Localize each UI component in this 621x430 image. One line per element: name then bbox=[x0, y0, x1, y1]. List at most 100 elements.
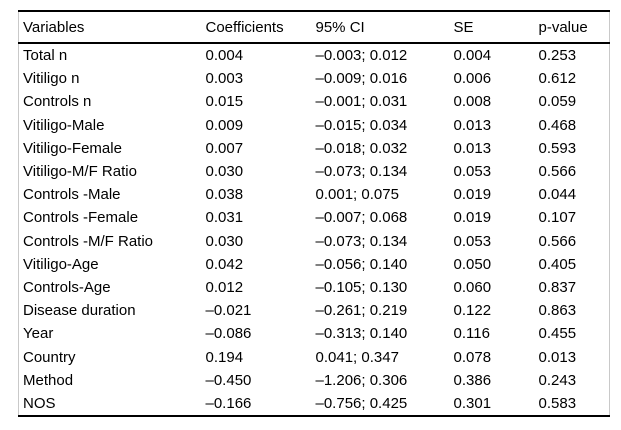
cell-variable: Controls -M/F Ratio bbox=[23, 232, 154, 250]
column-header-se: SE bbox=[449, 11, 535, 44]
cell-se: 0.301 bbox=[453, 394, 492, 412]
cell-pvalue: 0.566 bbox=[538, 232, 577, 250]
table-row: Disease duration –0.021 –0.261; 0.219 0.… bbox=[19, 299, 610, 322]
cell-variable: Controls n bbox=[23, 93, 92, 111]
cell-pvalue: 0.405 bbox=[538, 255, 577, 273]
cell-coefficient: –0.086 bbox=[205, 325, 252, 343]
cell-pvalue: 0.612 bbox=[538, 70, 577, 88]
cell-variable: Total n bbox=[23, 47, 68, 65]
cell-variable: Controls -Female bbox=[23, 209, 139, 227]
column-header-pvalue: p-value bbox=[534, 11, 610, 44]
cell-pvalue: 0.593 bbox=[538, 139, 577, 157]
table-row: Year –0.086 –0.313; 0.140 0.116 0.455 bbox=[19, 322, 610, 345]
cell-coefficient: 0.030 bbox=[205, 232, 244, 250]
table-row: NOS –0.166 –0.756; 0.425 0.301 0.583 bbox=[19, 392, 610, 416]
column-header-coefficients: Coefficients bbox=[201, 11, 312, 44]
regression-table-container: Variables Coefficients 95% CI SE p-value… bbox=[18, 10, 610, 417]
table-row: Total n 0.004 –0.003; 0.012 0.004 0.253 bbox=[19, 43, 610, 67]
cell-coefficient: 0.030 bbox=[205, 163, 244, 181]
cell-se: 0.053 bbox=[453, 232, 492, 250]
cell-coefficient: 0.007 bbox=[205, 139, 244, 157]
cell-ci: –0.001; 0.031 bbox=[315, 93, 408, 111]
column-header-variables: Variables bbox=[18, 11, 202, 44]
cell-pvalue: 0.013 bbox=[538, 348, 577, 366]
cell-se: 0.060 bbox=[453, 278, 492, 296]
cell-ci: –0.009; 0.016 bbox=[315, 70, 408, 88]
cell-coefficient: –0.450 bbox=[205, 371, 252, 389]
table-row: Controls -Male 0.038 0.001; 0.075 0.019 … bbox=[19, 183, 610, 206]
cell-pvalue: 0.059 bbox=[538, 93, 577, 111]
cell-ci: –1.206; 0.306 bbox=[315, 371, 408, 389]
cell-variable: Method bbox=[23, 371, 74, 389]
cell-se: 0.004 bbox=[453, 47, 492, 65]
cell-se: 0.019 bbox=[453, 209, 492, 227]
cell-coefficient: 0.194 bbox=[205, 348, 244, 366]
cell-se: 0.008 bbox=[453, 93, 492, 111]
cell-variable: Vitiligo-M/F Ratio bbox=[23, 163, 137, 181]
cell-ci: –0.313; 0.140 bbox=[315, 325, 408, 343]
cell-se: 0.013 bbox=[453, 139, 492, 157]
table-row: Controls -Female 0.031 –0.007; 0.068 0.0… bbox=[19, 206, 610, 229]
cell-coefficient: 0.009 bbox=[205, 116, 244, 134]
cell-ci: –0.105; 0.130 bbox=[315, 278, 408, 296]
cell-variable: Vitiligo-Male bbox=[23, 116, 105, 134]
cell-variable: Controls -Male bbox=[23, 186, 121, 204]
cell-coefficient: 0.031 bbox=[205, 209, 244, 227]
cell-se: 0.053 bbox=[453, 163, 492, 181]
cell-se: 0.116 bbox=[453, 325, 490, 343]
cell-pvalue: 0.468 bbox=[538, 116, 577, 134]
cell-pvalue: 0.837 bbox=[538, 278, 577, 296]
table-row: Controls n 0.015 –0.001; 0.031 0.008 0.0… bbox=[19, 90, 610, 113]
cell-variable: Vitiligo-Female bbox=[23, 139, 122, 157]
cell-variable: Country bbox=[23, 348, 76, 366]
cell-ci: –0.015; 0.034 bbox=[315, 116, 408, 134]
cell-coefficient: –0.166 bbox=[205, 394, 252, 412]
cell-se: 0.386 bbox=[453, 371, 492, 389]
cell-ci: –0.261; 0.219 bbox=[315, 302, 408, 320]
cell-coefficient: 0.038 bbox=[205, 186, 244, 204]
cell-coefficient: 0.015 bbox=[205, 93, 244, 111]
cell-se: 0.013 bbox=[453, 116, 492, 134]
cell-ci: –0.018; 0.032 bbox=[315, 139, 408, 157]
cell-coefficient: 0.042 bbox=[205, 255, 244, 273]
cell-pvalue: 0.566 bbox=[538, 163, 577, 181]
cell-ci: –0.056; 0.140 bbox=[315, 255, 408, 273]
column-header-ci: 95% CI bbox=[311, 11, 450, 44]
table-row: Vitiligo-Male 0.009 –0.015; 0.034 0.013 … bbox=[19, 114, 610, 137]
cell-pvalue: 0.583 bbox=[538, 394, 577, 412]
cell-coefficient: 0.004 bbox=[205, 47, 244, 65]
cell-coefficient: –0.021 bbox=[205, 302, 252, 320]
cell-ci: 0.001; 0.075 bbox=[315, 186, 399, 204]
cell-variable: Vitiligo-Age bbox=[23, 255, 99, 273]
table-row: Vitiligo-M/F Ratio 0.030 –0.073; 0.134 0… bbox=[19, 160, 610, 183]
table-row: Vitiligo-Age 0.042 –0.056; 0.140 0.050 0… bbox=[19, 253, 610, 276]
table-row: Vitiligo-Female 0.007 –0.018; 0.032 0.01… bbox=[19, 137, 610, 160]
cell-se: 0.006 bbox=[453, 70, 492, 88]
cell-ci: –0.007; 0.068 bbox=[315, 209, 408, 227]
regression-table: Variables Coefficients 95% CI SE p-value… bbox=[18, 10, 610, 417]
table-row: Controls-Age 0.012 –0.105; 0.130 0.060 0… bbox=[19, 276, 610, 299]
cell-variable: Year bbox=[23, 325, 54, 343]
cell-ci: –0.003; 0.012 bbox=[315, 47, 408, 65]
cell-variable: Vitiligo n bbox=[23, 70, 80, 88]
cell-pvalue: 0.044 bbox=[538, 186, 577, 204]
cell-ci: 0.041; 0.347 bbox=[315, 348, 399, 366]
table-header-row: Variables Coefficients 95% CI SE p-value bbox=[18, 11, 610, 44]
table-row: Vitiligo n 0.003 –0.009; 0.016 0.006 0.6… bbox=[19, 67, 610, 90]
cell-se: 0.019 bbox=[453, 186, 492, 204]
cell-pvalue: 0.863 bbox=[538, 302, 577, 320]
cell-pvalue: 0.243 bbox=[538, 371, 577, 389]
cell-variable: Controls-Age bbox=[23, 278, 111, 296]
cell-coefficient: 0.012 bbox=[205, 278, 244, 296]
table-row: Country 0.194 0.041; 0.347 0.078 0.013 bbox=[19, 345, 610, 368]
cell-se: 0.050 bbox=[453, 255, 492, 273]
cell-pvalue: 0.455 bbox=[538, 325, 577, 343]
cell-pvalue: 0.253 bbox=[538, 47, 577, 65]
cell-ci: –0.756; 0.425 bbox=[315, 394, 408, 412]
cell-pvalue: 0.107 bbox=[538, 209, 577, 227]
cell-ci: –0.073; 0.134 bbox=[315, 163, 408, 181]
cell-se: 0.122 bbox=[453, 302, 492, 320]
cell-variable: Disease duration bbox=[23, 302, 136, 320]
cell-variable: NOS bbox=[23, 394, 56, 412]
table-row: Method –0.450 –1.206; 0.306 0.386 0.243 bbox=[19, 369, 610, 392]
